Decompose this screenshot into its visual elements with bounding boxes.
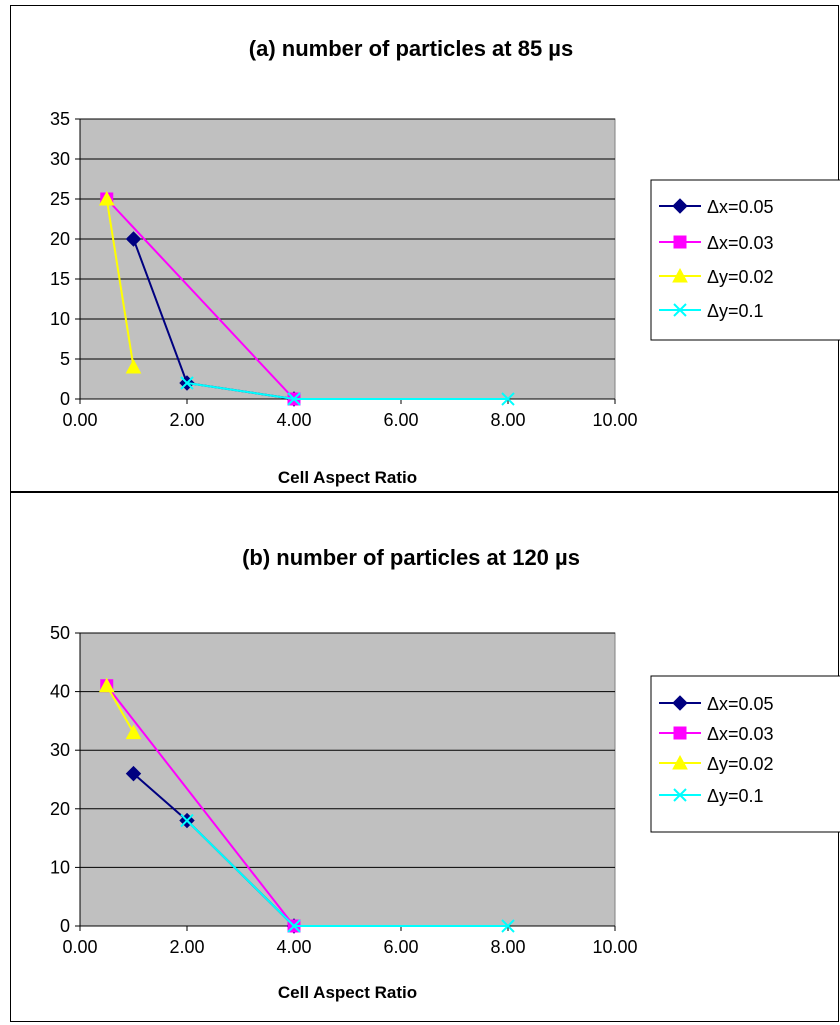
- series-line: [105, 685, 135, 734]
- legend-entry: Δy=0.1: [659, 301, 764, 321]
- legend-entry: Δy=0.02: [659, 754, 774, 774]
- legend-label: Δx=0.03: [707, 724, 774, 744]
- legend-entry: Δx=0.05: [659, 197, 774, 217]
- legend-label: Δy=0.1: [707, 786, 764, 806]
- y-tick-label: 20: [50, 799, 70, 819]
- legend-label: Δx=0.05: [707, 694, 774, 714]
- legend-marker: [673, 788, 687, 802]
- x-tick-label: 10.00: [592, 937, 637, 957]
- chart-title: (a) number of particles at 85 µs: [249, 36, 573, 61]
- chart-panel-b: (b) number of particles at 120 µs 0 10 20 30…: [10, 492, 840, 1022]
- y-tick-label: 0: [60, 389, 70, 409]
- data-point: [287, 392, 301, 406]
- y-tick-label: 40: [50, 682, 70, 702]
- x-tick-label: 4.00: [276, 410, 311, 430]
- x-tick-label: 2.00: [169, 410, 204, 430]
- legend-entry: Δx=0.03: [659, 724, 774, 744]
- y-tick-label: 5: [60, 349, 70, 369]
- legend-marker: [672, 267, 688, 283]
- series-line: [105, 685, 295, 927]
- data-point: [125, 724, 142, 740]
- data-point: [180, 813, 194, 828]
- x-tick-label: 2.00: [169, 937, 204, 957]
- y-tick-label: 50: [50, 623, 70, 643]
- legend-label: Δy=0.02: [707, 754, 774, 774]
- y-tick-label: 10: [50, 857, 70, 877]
- data-point: [125, 765, 142, 782]
- y-tick-label: 15: [50, 269, 70, 289]
- legend-entry: Δx=0.05: [659, 694, 774, 714]
- y-tick-label: 20: [50, 229, 70, 249]
- y-tick-label: 10: [50, 309, 70, 329]
- legend-label: Δy=0.1: [707, 301, 764, 321]
- y-tick-label: 25: [50, 189, 70, 209]
- data-point: [125, 358, 142, 374]
- x-tick-label: 6.00: [383, 937, 418, 957]
- x-tick-label: 0.00: [62, 410, 97, 430]
- chart-a-svg: (a) number of particles at 85 µs 0 5 10 15 20…: [50, 36, 840, 487]
- legend-marker: [673, 235, 687, 249]
- x-tick-label: 6.00: [383, 410, 418, 430]
- x-tick-label: 8.00: [490, 937, 525, 957]
- data-point: [501, 392, 515, 406]
- data-point: [501, 919, 515, 933]
- series-3: [98, 190, 142, 374]
- legend-marker: [672, 198, 688, 214]
- y-tick-label: 35: [50, 109, 70, 129]
- series-3: [98, 677, 142, 740]
- series-line: [106, 198, 295, 400]
- data-point: [180, 376, 194, 390]
- legend-marker: [673, 303, 687, 317]
- chart-panel-a: (a) number of particles at 85 µs 0 5 10 15 20…: [10, 5, 840, 492]
- x-axis-title: Cell Aspect Ratio: [278, 983, 417, 1002]
- series-line: [105, 198, 135, 368]
- legend-marker: [672, 754, 688, 770]
- data-point: [98, 190, 115, 206]
- data-point: [287, 919, 301, 933]
- legend-label: Δx=0.03: [707, 233, 774, 253]
- series-4: [180, 813, 515, 933]
- x-tick-label: 8.00: [490, 410, 525, 430]
- data-point: [98, 677, 115, 693]
- data-point: [125, 231, 142, 247]
- plot-area: [79, 632, 616, 927]
- plot-area: [79, 118, 616, 400]
- x-tick-label: 0.00: [62, 937, 97, 957]
- x-tick-label: 10.00: [592, 410, 637, 430]
- legend-label: Δx=0.05: [707, 197, 774, 217]
- y-tick-label: 0: [60, 916, 70, 936]
- series-4: [180, 376, 515, 406]
- chart-b-svg: (b) number of particles at 120 µs 0 10 20 30…: [50, 545, 840, 1002]
- legend-entry: Δy=0.02: [659, 267, 774, 287]
- chart-title: (b) number of particles at 120 µs: [242, 545, 580, 570]
- legend-entry: Δx=0.03: [659, 233, 774, 253]
- x-axis-title: Cell Aspect Ratio: [278, 468, 417, 487]
- legend-label: Δy=0.02: [707, 267, 774, 287]
- y-tick-label: 30: [50, 740, 70, 760]
- y-tick-label: 30: [50, 149, 70, 169]
- x-tick-label: 4.00: [276, 937, 311, 957]
- legend-entry: Δy=0.1: [659, 786, 764, 806]
- legend-marker: [673, 726, 687, 740]
- legend-marker: [672, 695, 688, 711]
